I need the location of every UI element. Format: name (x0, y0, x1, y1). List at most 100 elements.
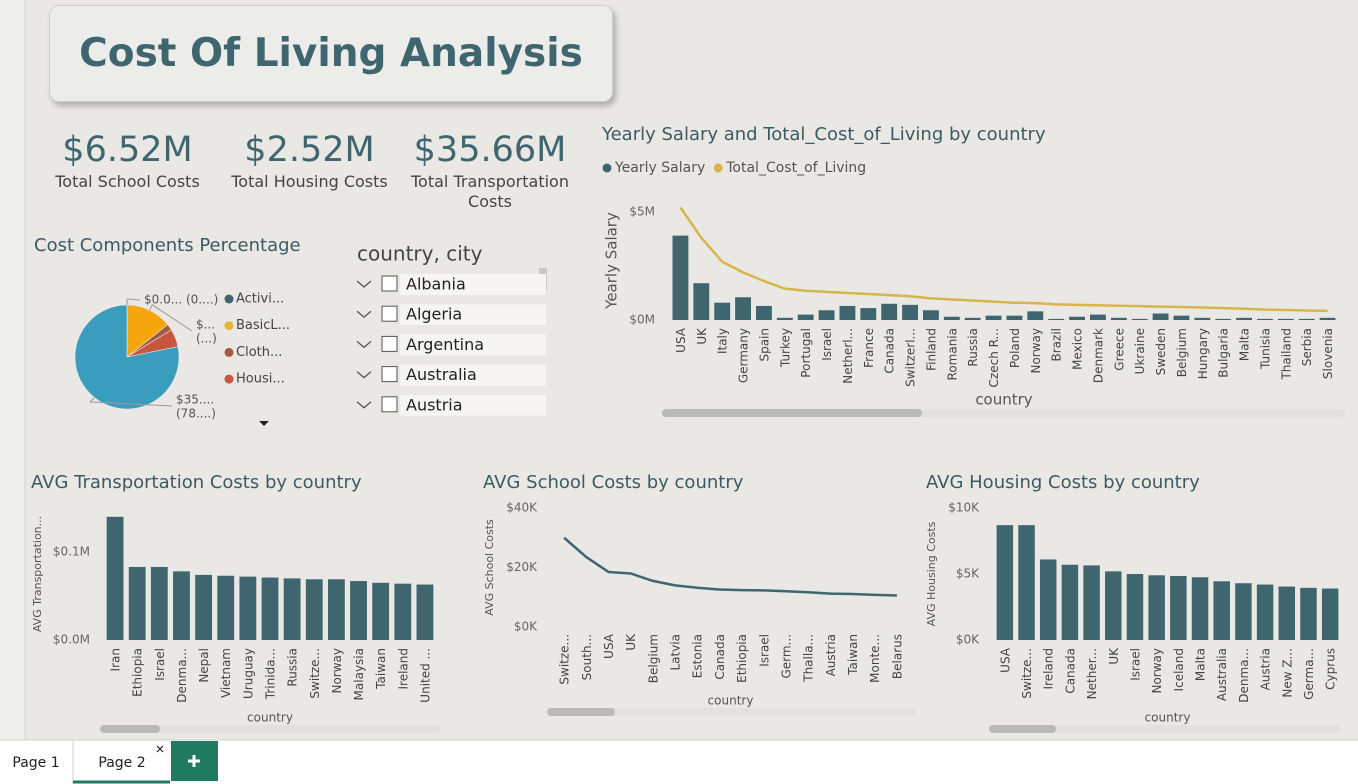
x-tick-label: Taiwan (846, 634, 860, 676)
bar (943, 316, 960, 320)
slicer-item[interactable]: Austria (406, 395, 463, 414)
checkbox[interactable] (381, 396, 398, 413)
slicer-item[interactable]: Argentina (406, 335, 484, 354)
chevron[interactable] (356, 280, 372, 288)
y-tick-label: $0M (629, 313, 655, 327)
pie-slice (74, 304, 180, 410)
bar (693, 283, 710, 320)
chart-title: AVG School Costs by country (483, 472, 744, 493)
chevron[interactable] (356, 371, 372, 379)
legend-label[interactable]: Total_Cost_of_Living (725, 160, 866, 176)
x-tick-label: Israel (757, 634, 771, 667)
line (563, 536, 897, 597)
slicer-row (400, 334, 546, 356)
checkbox[interactable] (381, 305, 398, 322)
x-tick-label: Nepal (197, 648, 211, 683)
kpi-value: $6.52M (62, 130, 193, 170)
legend-label[interactable]: Yearly Salary (614, 160, 705, 176)
scrollbar-track (547, 708, 915, 716)
legend-label[interactable]: Activi... (236, 292, 284, 307)
bar (1215, 318, 1232, 320)
bar (1131, 318, 1148, 320)
scrollbar-thumb[interactable] (547, 708, 615, 716)
bar (261, 577, 279, 640)
legend-dot[interactable] (224, 294, 234, 304)
x-tick-label: Switzerl... (904, 328, 918, 387)
x-tick-label: USA (674, 327, 688, 353)
x-axis-label: country (1145, 711, 1191, 725)
x-tick-label: South... (580, 634, 594, 680)
y-axis-label: AVG School Costs (483, 519, 496, 616)
data-label: (78....) (176, 407, 216, 421)
chevron[interactable] (356, 401, 372, 409)
scrollbar-thumb[interactable] (100, 725, 160, 733)
legend-label[interactable]: Cloth... (236, 345, 282, 360)
legend-dot[interactable] (713, 163, 723, 173)
scrollbar-track (100, 725, 440, 733)
kpi-card: $2.52M Total Housing Costs (222, 128, 397, 192)
bar (1277, 318, 1294, 320)
legend-dot[interactable] (602, 163, 612, 173)
x-tick-label: Brazil (1050, 328, 1064, 362)
x-tick-label: Bulgaria (1217, 328, 1231, 378)
chevron[interactable] (356, 310, 372, 319)
bar (1257, 318, 1273, 320)
add-icon (188, 755, 200, 767)
slicer-item[interactable]: Australia (406, 365, 477, 384)
scrollbar-thumb[interactable] (662, 409, 922, 417)
x-tick-label: Malta (1194, 648, 1208, 681)
x-tick-label: Mexico (1071, 328, 1085, 370)
x-tick-label: Trinida... (264, 648, 278, 700)
bar (881, 303, 898, 320)
side-strip (0, 0, 25, 740)
bar (735, 297, 751, 320)
x-tick-label: Switze... (308, 648, 322, 699)
x-tick-label: Slovenia (1321, 328, 1335, 379)
bar (305, 579, 323, 640)
x-tick-label: Russia (966, 328, 980, 367)
checkbox[interactable] (381, 335, 398, 352)
checkbox[interactable] (381, 275, 398, 292)
slicer-item[interactable]: Albania (406, 275, 466, 294)
tab-bar (0, 740, 1358, 784)
kpi-card: $6.52M Total School Costs (45, 128, 210, 192)
kpi-label: Total Housing Costs (231, 172, 388, 191)
checkbox[interactable] (381, 366, 398, 383)
legend-dot[interactable] (224, 374, 234, 384)
x-tick-label: Thailand (1279, 328, 1293, 381)
bar (394, 583, 412, 640)
scrollbar-thumb[interactable] (989, 725, 1056, 733)
x-tick-label: Israel (153, 648, 167, 681)
x-tick-label: Russia (286, 648, 300, 687)
bar (1298, 318, 1315, 320)
page-tab[interactable]: Page 1 (12, 754, 60, 771)
bar (1213, 581, 1230, 640)
close-tab-icon[interactable] (156, 745, 164, 753)
data-label: $... (196, 318, 215, 332)
x-tick-label: Uruguay (241, 648, 255, 699)
legend-more-arrow[interactable] (259, 421, 269, 426)
slicer-row (400, 304, 546, 326)
x-tick-label: Ethiopia (131, 648, 145, 697)
legend-label[interactable]: BasicL... (236, 318, 290, 333)
bar (1018, 525, 1035, 640)
x-tick-label: Switze... (558, 634, 572, 685)
x-tick-label: Germany (737, 328, 751, 383)
report-title: Cost Of Living Analysis (49, 5, 613, 102)
chevron[interactable] (356, 340, 372, 349)
legend-dot[interactable] (224, 321, 234, 331)
slicer-item[interactable]: Algeria (406, 305, 462, 324)
slicer-row (400, 364, 546, 386)
x-tick-label: Norway (1150, 648, 1164, 694)
bar (416, 584, 434, 640)
x-tick-label: Malta (1238, 328, 1252, 361)
bar (350, 581, 367, 640)
kpi-label: Total Transportation Costs (411, 172, 569, 211)
legend-label[interactable]: Housi... (236, 372, 285, 387)
chart-title: AVG Transportation Costs by country (31, 472, 362, 493)
slicer-row (400, 394, 546, 416)
legend-dot[interactable] (224, 347, 234, 357)
page-tab-active[interactable]: Page 2 (98, 754, 146, 771)
x-tick-label: Austria (1259, 648, 1273, 690)
bar (1194, 317, 1211, 320)
